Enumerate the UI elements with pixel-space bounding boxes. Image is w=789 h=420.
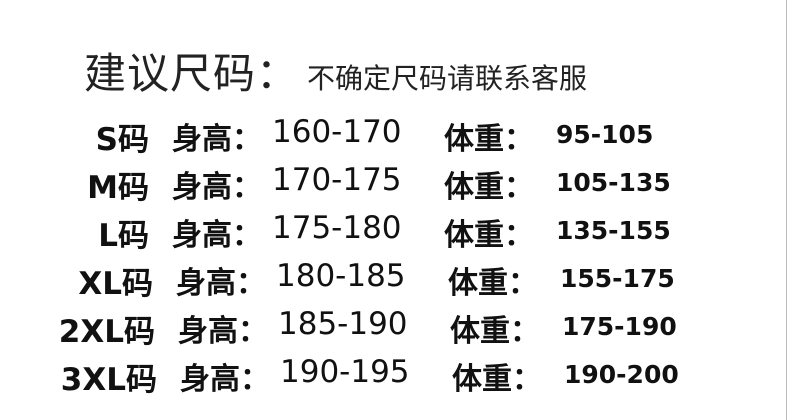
weight-label: 体重： [444, 122, 534, 157]
height-range: 170-175 [272, 162, 402, 198]
weight-range: 105-135 [556, 168, 671, 197]
weight-label: 体重： [448, 266, 538, 301]
height-label: 身高： [176, 266, 266, 301]
height-range: 190-195 [280, 354, 410, 390]
weight-label: 体重： [450, 314, 540, 349]
size-row: M码 身高： 170-175 体重： 105-135 [0, 162, 789, 208]
title-main: 建议尺码： [84, 49, 300, 98]
height-label: 身高： [180, 362, 270, 397]
page-title: 建议尺码： 不确定尺码请联系客服 [84, 40, 587, 101]
height-range: 175-180 [272, 210, 402, 246]
size-label: XL码 [78, 266, 153, 302]
height-range: 185-190 [278, 306, 408, 342]
size-row: 2XL码 身高： 185-190 体重： 175-190 [6, 306, 789, 352]
size-label: 2XL码 [58, 314, 155, 350]
weight-label: 体重： [444, 218, 534, 253]
size-label: 3XL码 [60, 362, 157, 398]
weight-label: 体重： [444, 170, 534, 205]
size-row: XL码 身高： 180-185 体重： 155-175 [4, 258, 789, 304]
height-label: 身高： [172, 170, 262, 205]
weight-label: 体重： [452, 362, 542, 397]
size-label: M码 [87, 170, 149, 206]
size-label: L码 [98, 218, 149, 254]
size-row: L码 身高： 175-180 体重： 135-155 [0, 210, 789, 256]
height-range: 160-170 [272, 114, 402, 150]
weight-range: 155-175 [560, 264, 675, 293]
size-row: S码 身高： 160-170 体重： 95-105 [0, 114, 789, 160]
size-row: 3XL码 身高： 190-195 体重： 190-200 [8, 354, 789, 400]
border-line [786, 0, 787, 420]
size-label: S码 [95, 122, 149, 158]
weight-range: 95-105 [556, 120, 654, 149]
height-label: 身高： [172, 122, 262, 157]
height-label: 身高： [178, 314, 268, 349]
weight-range: 175-190 [562, 312, 677, 341]
weight-range: 190-200 [564, 360, 679, 389]
weight-range: 135-155 [556, 216, 671, 245]
height-range: 180-185 [276, 258, 406, 294]
title-subtitle: 不确定尺码请联系客服 [307, 62, 588, 95]
height-label: 身高： [172, 218, 262, 253]
